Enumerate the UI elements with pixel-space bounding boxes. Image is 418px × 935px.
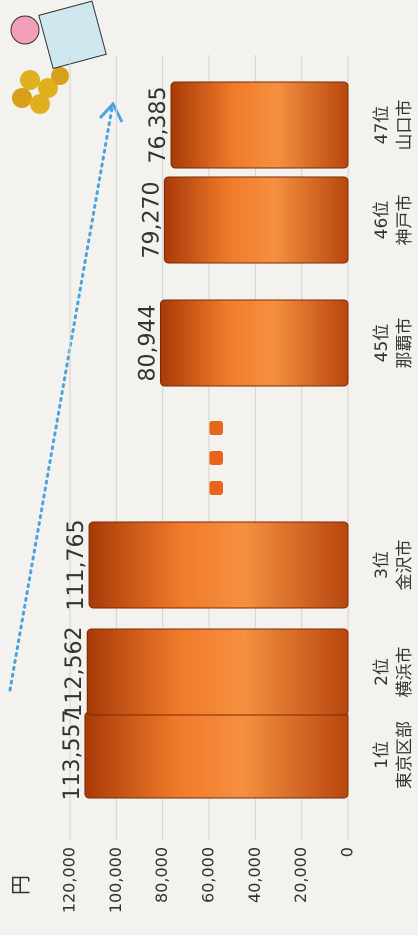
x-tick-label: 横浜市 [395, 647, 415, 698]
illustration [10, 0, 107, 114]
arrow-head [98, 101, 124, 123]
x-tick-label: 金沢市 [395, 540, 415, 591]
value-label: 112,562 [62, 627, 87, 718]
rank-label: 46位 [372, 201, 392, 240]
y-tick-label: 40,000 [245, 847, 264, 903]
value-label: 113,557 [60, 710, 85, 801]
x-tick-label: 山口市 [395, 100, 415, 151]
x-tick-label: 神戸市 [395, 195, 415, 246]
plot: 円 0 20,000 40,000 60,000 80,000 100,000 120,00… [9, 55, 415, 913]
bar [88, 521, 349, 609]
value-label: 76,385 [146, 87, 171, 164]
y-tick-label: 100,000 [106, 847, 125, 913]
y-tick-label: 120,000 [60, 847, 79, 913]
x-tick-label: 東京区部 [395, 721, 415, 789]
bar [170, 81, 349, 169]
y-tick-label: 80,000 [152, 847, 171, 903]
y-tick-label: 20,000 [291, 847, 310, 903]
y-tick-label: 0 [338, 847, 357, 857]
rank-label: 3位 [372, 551, 392, 579]
x-tick-label: 那覇市 [395, 318, 415, 369]
rank-label: 2位 [372, 658, 392, 686]
bar [159, 299, 349, 387]
value-label: 80,944 [135, 305, 160, 382]
y-tick-label: 60,000 [199, 847, 218, 903]
rank-label: 47位 [372, 106, 392, 145]
bar [84, 711, 349, 799]
y-unit: 円 [9, 875, 33, 895]
value-label: 111,765 [64, 520, 89, 611]
rank-label: 1位 [372, 741, 392, 769]
ellipsis [209, 421, 223, 495]
bar [163, 176, 349, 264]
rank-label: 45位 [372, 324, 392, 363]
trend-arrow [8, 106, 114, 692]
value-label: 79,270 [139, 182, 164, 259]
bar [86, 628, 349, 716]
